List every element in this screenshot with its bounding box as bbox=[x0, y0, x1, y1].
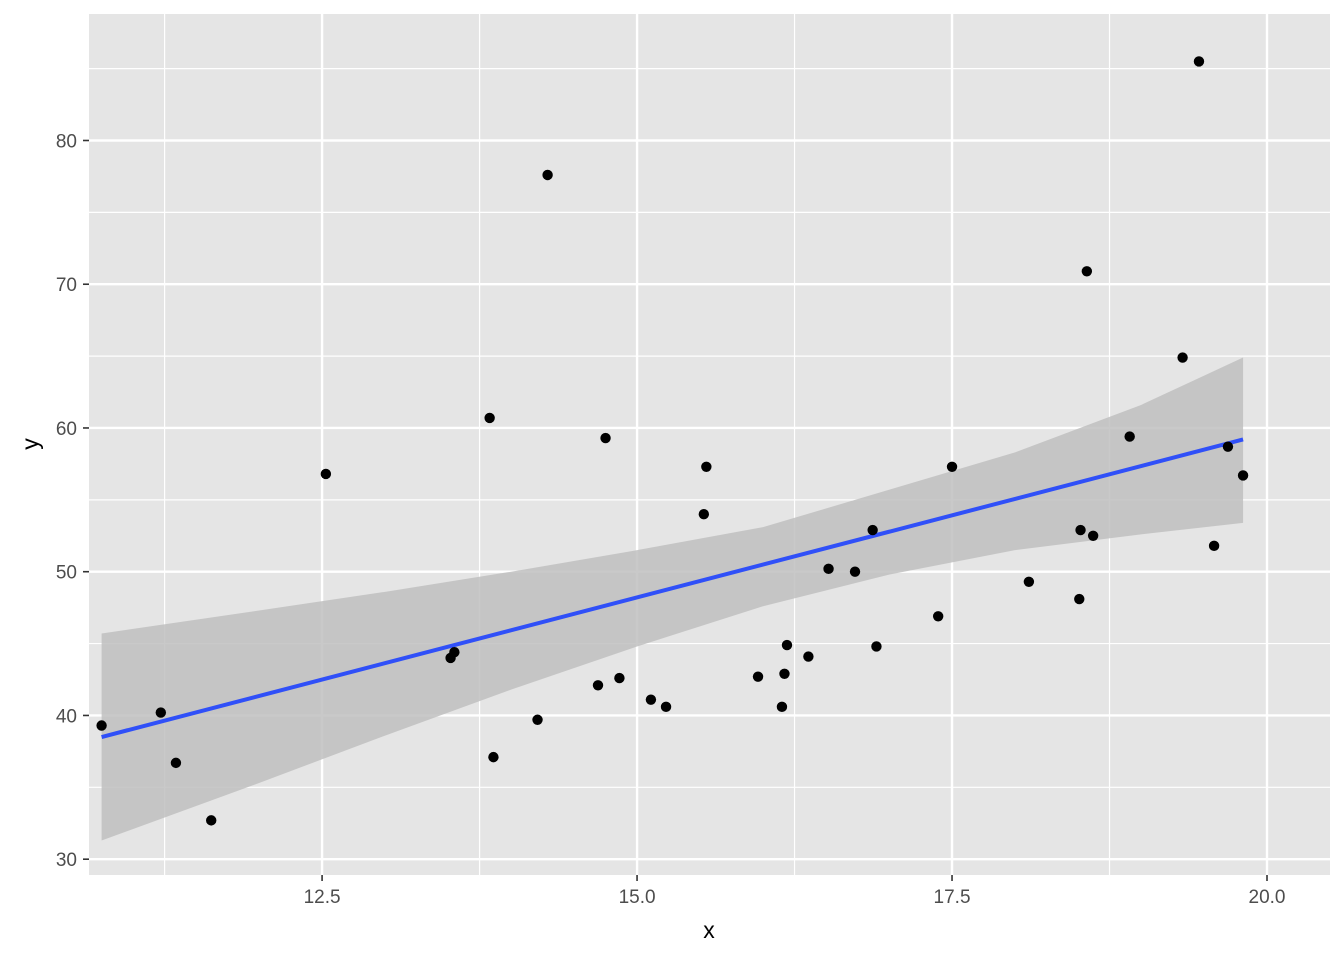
data-point bbox=[752, 671, 764, 682]
data-point bbox=[1074, 593, 1085, 605]
data-point bbox=[532, 714, 543, 725]
y-tick-label: 50 bbox=[56, 563, 77, 584]
data-point bbox=[1177, 352, 1188, 363]
confidence-band bbox=[101, 357, 1244, 841]
x-tick-label: 12.5 bbox=[304, 887, 341, 908]
data-point bbox=[488, 751, 499, 763]
data-point bbox=[823, 563, 834, 575]
data-point bbox=[849, 566, 861, 577]
data-point bbox=[614, 672, 625, 684]
data-point bbox=[542, 169, 553, 181]
y-tick-label: 80 bbox=[56, 131, 77, 152]
x-axis-ticks: 12.5 15.0 17.5 20.0 bbox=[304, 875, 1286, 908]
data-point bbox=[206, 815, 217, 826]
data-point bbox=[779, 668, 790, 679]
data-point bbox=[1222, 441, 1234, 452]
data-point bbox=[1124, 431, 1135, 442]
data-point bbox=[698, 509, 710, 520]
data-point bbox=[320, 468, 332, 480]
data-point bbox=[946, 461, 958, 472]
data-point bbox=[600, 432, 611, 444]
data-point bbox=[660, 701, 672, 713]
data-points bbox=[96, 56, 1249, 826]
data-point bbox=[1208, 540, 1220, 552]
y-tick-label: 60 bbox=[56, 419, 77, 440]
data-point bbox=[155, 707, 167, 718]
y-axis-title: y bbox=[17, 438, 43, 450]
data-point bbox=[1081, 266, 1093, 277]
data-point bbox=[170, 757, 182, 769]
data-point bbox=[1075, 524, 1086, 536]
data-point bbox=[932, 611, 944, 622]
data-point bbox=[1193, 56, 1205, 67]
data-point bbox=[867, 524, 878, 536]
data-point bbox=[96, 720, 107, 731]
data-point bbox=[701, 461, 712, 472]
y-tick-label: 40 bbox=[56, 706, 77, 727]
x-tick-label: 20.0 bbox=[1249, 887, 1286, 908]
y-tick-label: 30 bbox=[56, 850, 77, 871]
data-point bbox=[449, 647, 460, 658]
data-point bbox=[1023, 576, 1035, 587]
x-tick-label: 17.5 bbox=[934, 887, 971, 908]
regression-line bbox=[101, 437, 1244, 739]
data-point bbox=[1087, 530, 1099, 541]
data-point bbox=[645, 694, 657, 705]
y-axis-ticks: 30 40 50 60 70 80 bbox=[56, 131, 89, 871]
data-point bbox=[781, 639, 793, 651]
data-point bbox=[1237, 470, 1249, 481]
data-point bbox=[484, 412, 495, 424]
data-point bbox=[871, 641, 882, 652]
data-point bbox=[803, 651, 814, 662]
data-point bbox=[776, 701, 788, 713]
y-tick-label: 70 bbox=[56, 275, 77, 296]
x-axis-title: x bbox=[703, 917, 715, 943]
data-point bbox=[592, 680, 604, 691]
x-tick-label: 15.0 bbox=[619, 887, 656, 908]
